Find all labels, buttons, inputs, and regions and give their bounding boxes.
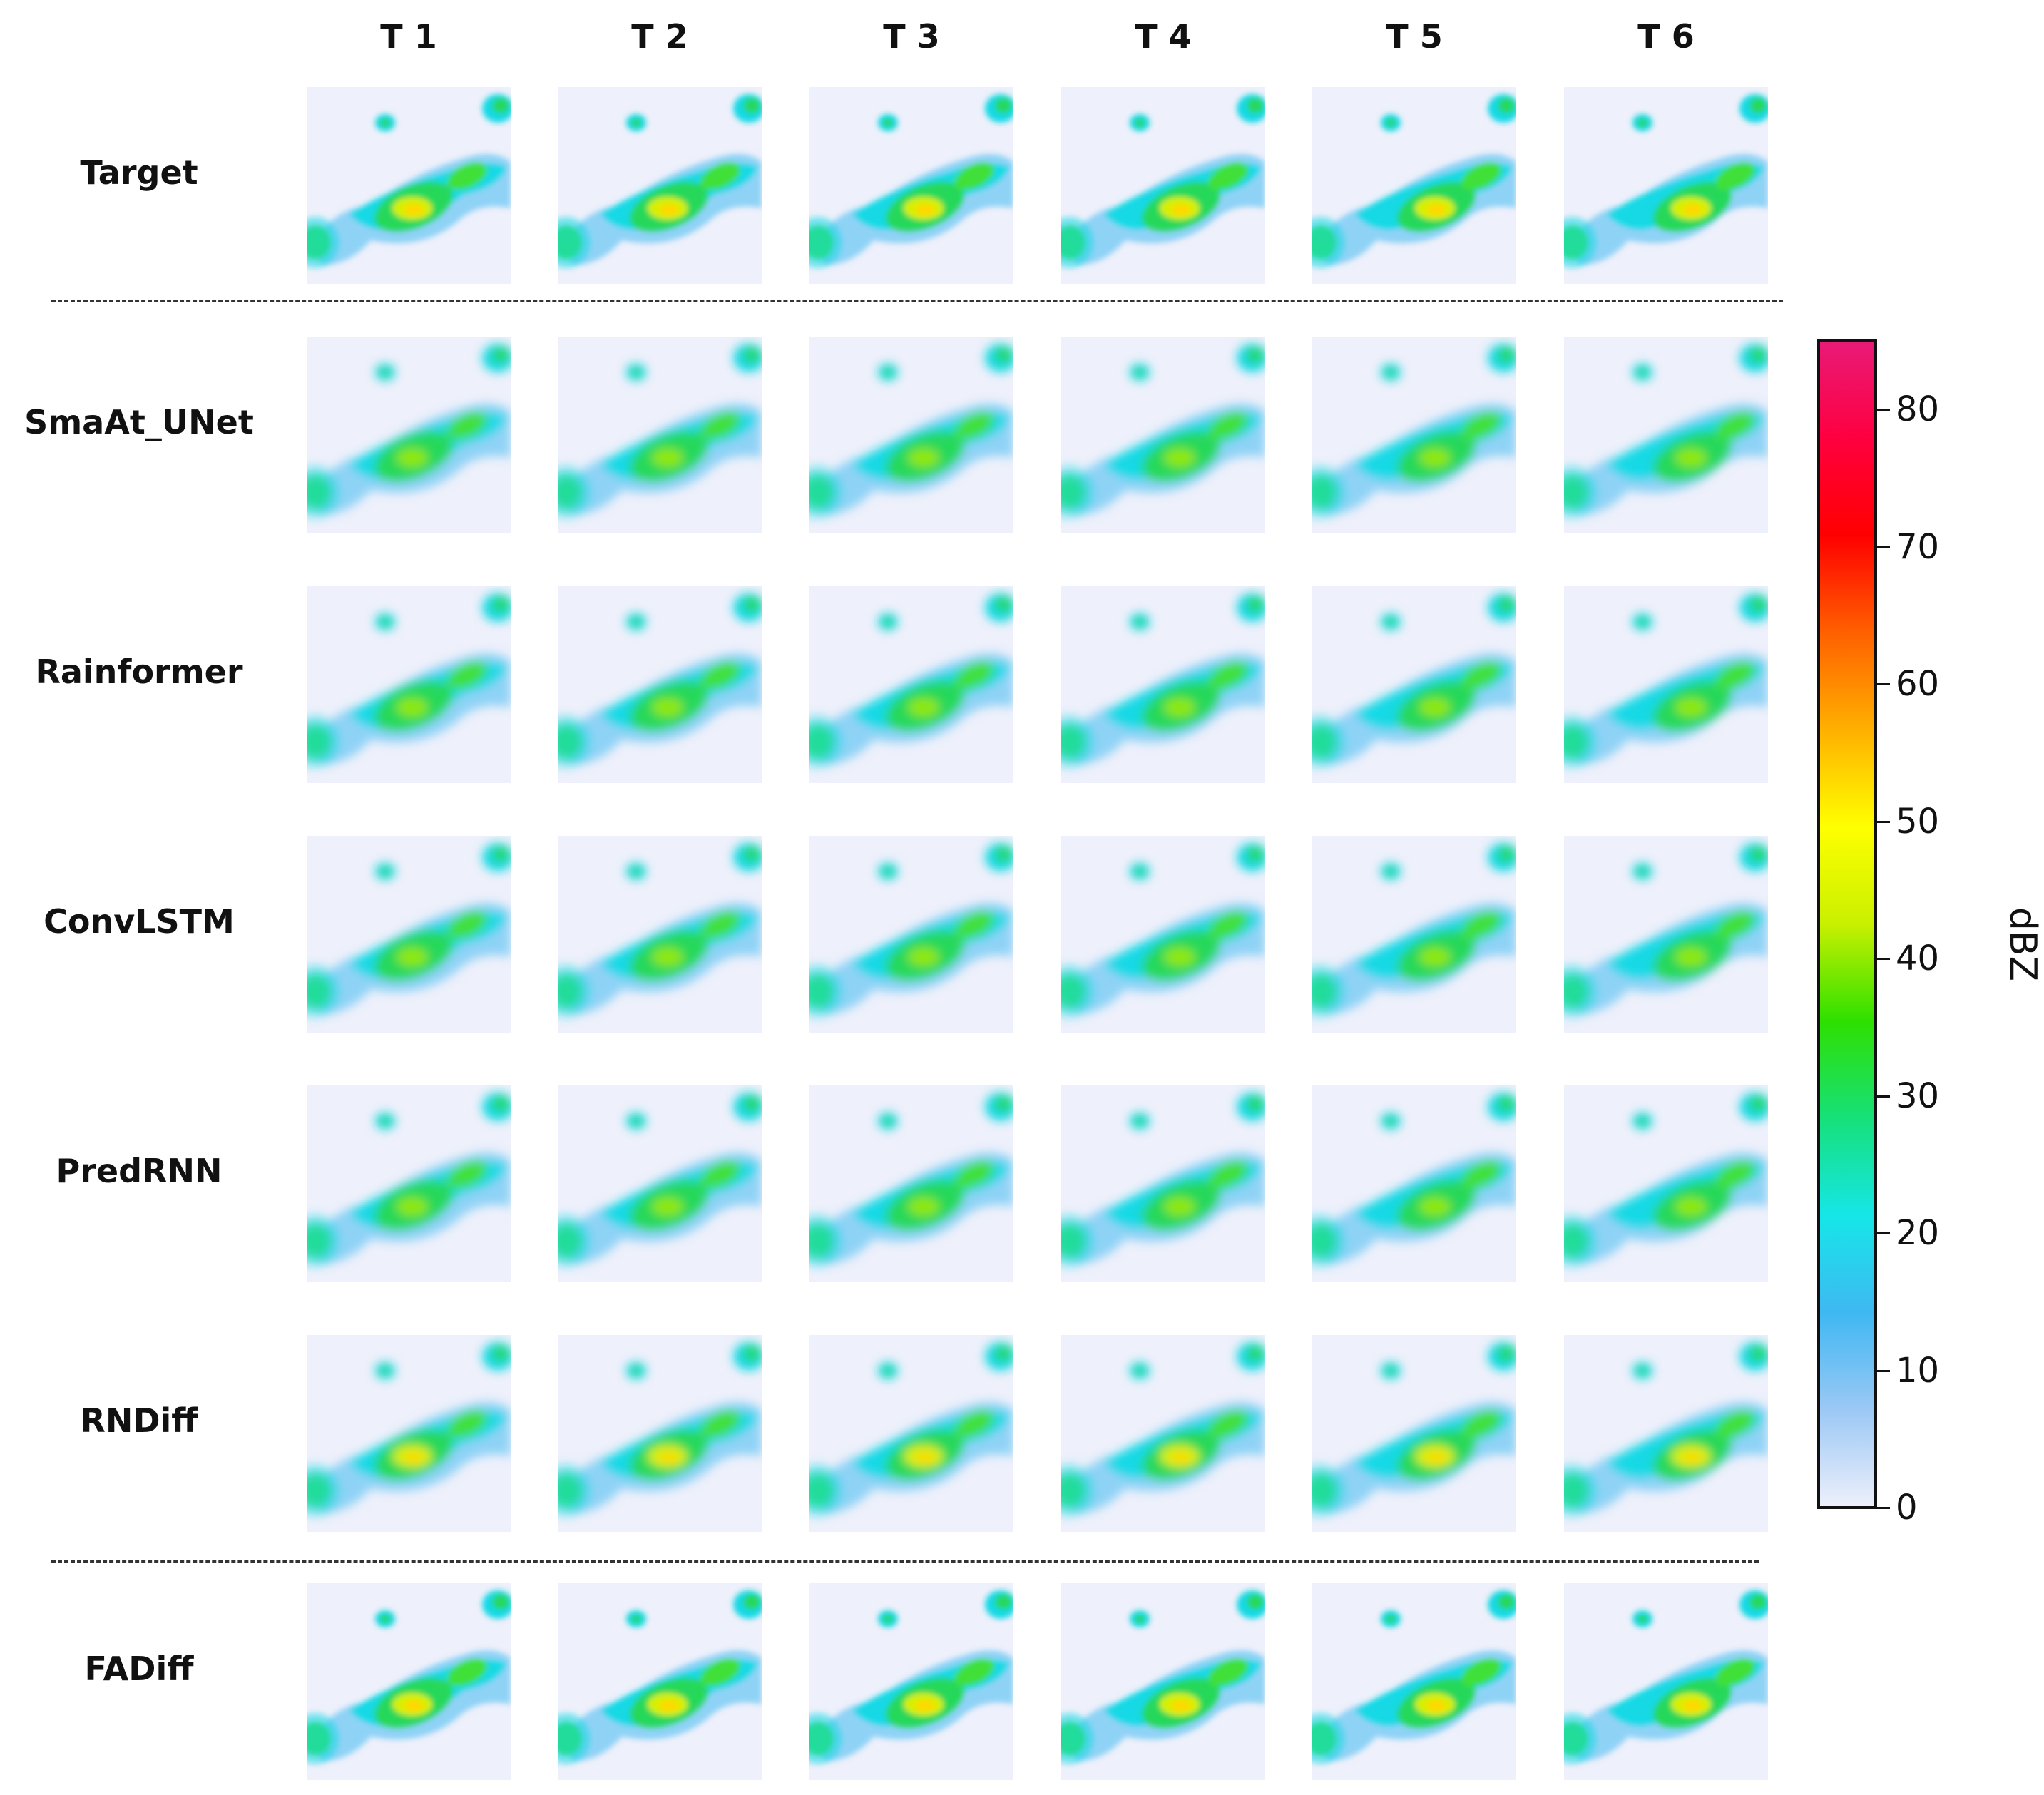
radar-panel [1061, 1085, 1265, 1282]
radar-panel [1061, 1583, 1265, 1780]
section-divider-2 [51, 1560, 1759, 1563]
radar-panel [809, 836, 1013, 1033]
radar-panel [1312, 836, 1516, 1033]
radar-panel [1061, 586, 1265, 783]
colorbar-tick-label: 40 [1896, 939, 1940, 979]
colorbar-tick [1877, 1507, 1890, 1509]
radar-panel [1312, 1335, 1516, 1532]
radar-panel [307, 337, 511, 533]
colorbar-tick [1877, 546, 1890, 548]
row-label-rndiff: RNDiff [80, 1401, 198, 1440]
radar-panel [1312, 1085, 1516, 1282]
radar-panel [809, 1583, 1013, 1780]
radar-panel [1312, 586, 1516, 783]
colorbar-tick [1877, 820, 1890, 823]
colorbar-tick-label: 50 [1896, 801, 1940, 842]
radar-panel [1564, 337, 1768, 533]
radar-panel [307, 836, 511, 1033]
column-header-t1: T 1 [380, 17, 437, 56]
row-label-smaat-unet: SmaAt_UNet [24, 403, 254, 441]
section-divider-1 [51, 300, 1783, 302]
radar-panel [1564, 87, 1768, 284]
radar-panel [558, 1085, 762, 1282]
radar-panel [1312, 337, 1516, 533]
radar-panel [1061, 836, 1265, 1033]
colorbar [1817, 339, 1894, 1509]
colorbar-unit-label: dBZ [2001, 906, 2044, 982]
radar-panel [307, 1085, 511, 1282]
column-header-t5: T 5 [1386, 17, 1443, 56]
radar-panel [307, 586, 511, 783]
colorbar-tick-label: 70 [1896, 526, 1940, 567]
colorbar-tick-label: 30 [1896, 1075, 1940, 1116]
radar-panel [1312, 87, 1516, 284]
radar-panel [1061, 87, 1265, 284]
radar-panel [1564, 1583, 1768, 1780]
column-header-t3: T 3 [883, 17, 940, 56]
radar-panel [1564, 1085, 1768, 1282]
row-label-convlstm: ConvLSTM [44, 902, 235, 941]
radar-panel [558, 337, 762, 533]
radar-panel [809, 1335, 1013, 1532]
radar-panel [1312, 1583, 1516, 1780]
colorbar-tick-label: 60 [1896, 664, 1940, 705]
colorbar-tick [1877, 1369, 1890, 1372]
radar-panel [307, 1583, 511, 1780]
row-label-predrnn: PredRNN [56, 1152, 223, 1190]
colorbar-tick [1877, 683, 1890, 686]
colorbar-gradient [1817, 339, 1877, 1509]
colorbar-tick-label: 0 [1896, 1488, 1918, 1528]
radar-panel [809, 1085, 1013, 1282]
radar-panel [307, 87, 511, 284]
radar-panel [558, 1583, 762, 1780]
radar-panel [558, 836, 762, 1033]
radar-panel [1061, 1335, 1265, 1532]
column-header-t2: T 2 [631, 17, 688, 56]
row-label-rainformer: Rainformer [35, 653, 243, 691]
radar-panel [1564, 836, 1768, 1033]
radar-panel [1564, 586, 1768, 783]
radar-panel [1564, 1335, 1768, 1532]
colorbar-tick-label: 10 [1896, 1350, 1940, 1391]
radar-panel [809, 87, 1013, 284]
radar-panel [809, 337, 1013, 533]
colorbar-tick-label: 20 [1896, 1213, 1940, 1254]
radar-panel [558, 87, 762, 284]
column-header-t6: T 6 [1637, 17, 1695, 56]
column-header-t4: T 4 [1135, 17, 1192, 56]
radar-panel [558, 586, 762, 783]
radar-panel [809, 586, 1013, 783]
colorbar-tick [1877, 958, 1890, 961]
row-label-fadiff: FADiff [84, 1650, 194, 1688]
colorbar-tick [1877, 409, 1890, 411]
colorbar-tick [1877, 1095, 1890, 1098]
radar-panel [1061, 337, 1265, 533]
colorbar-tick-label: 80 [1896, 389, 1940, 430]
radar-panel [307, 1335, 511, 1532]
radar-panel [558, 1335, 762, 1532]
colorbar-tick [1877, 1232, 1890, 1235]
row-label-target: Target [80, 153, 198, 192]
